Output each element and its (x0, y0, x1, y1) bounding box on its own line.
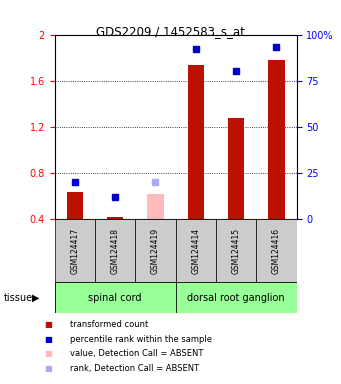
Text: transformed count: transformed count (70, 320, 148, 329)
Text: spinal cord: spinal cord (88, 293, 142, 303)
Text: GSM124416: GSM124416 (272, 227, 281, 274)
Text: GSM124414: GSM124414 (191, 227, 200, 274)
Bar (55, 219, 95, 282)
Text: tissue: tissue (3, 293, 32, 303)
Text: GSM124418: GSM124418 (110, 228, 120, 273)
Text: percentile rank within the sample: percentile rank within the sample (70, 334, 212, 344)
Bar (268, 60, 284, 219)
Bar (228, 118, 244, 219)
Text: ■: ■ (44, 349, 52, 358)
Text: dorsal root ganglion: dorsal root ganglion (187, 293, 285, 303)
Text: GDS2209 / 1452583_s_at: GDS2209 / 1452583_s_at (96, 25, 245, 38)
Bar (256, 219, 297, 282)
Text: ■: ■ (44, 334, 52, 344)
Text: GSM124415: GSM124415 (232, 227, 241, 274)
Bar (216, 219, 256, 282)
Text: value, Detection Call = ABSENT: value, Detection Call = ABSENT (70, 349, 203, 358)
Text: ■: ■ (44, 320, 52, 329)
Bar (188, 65, 204, 219)
Bar (135, 219, 176, 282)
Text: ▶: ▶ (32, 293, 39, 303)
Text: GSM124419: GSM124419 (151, 227, 160, 274)
Bar (176, 282, 297, 313)
Bar (176, 219, 216, 282)
Text: ■: ■ (44, 364, 52, 373)
Text: rank, Detection Call = ABSENT: rank, Detection Call = ABSENT (70, 364, 199, 373)
Text: GSM124417: GSM124417 (70, 227, 79, 274)
Bar (107, 217, 123, 219)
Bar (147, 194, 164, 219)
Bar (66, 192, 83, 219)
Bar (95, 219, 135, 282)
Bar (55, 282, 176, 313)
